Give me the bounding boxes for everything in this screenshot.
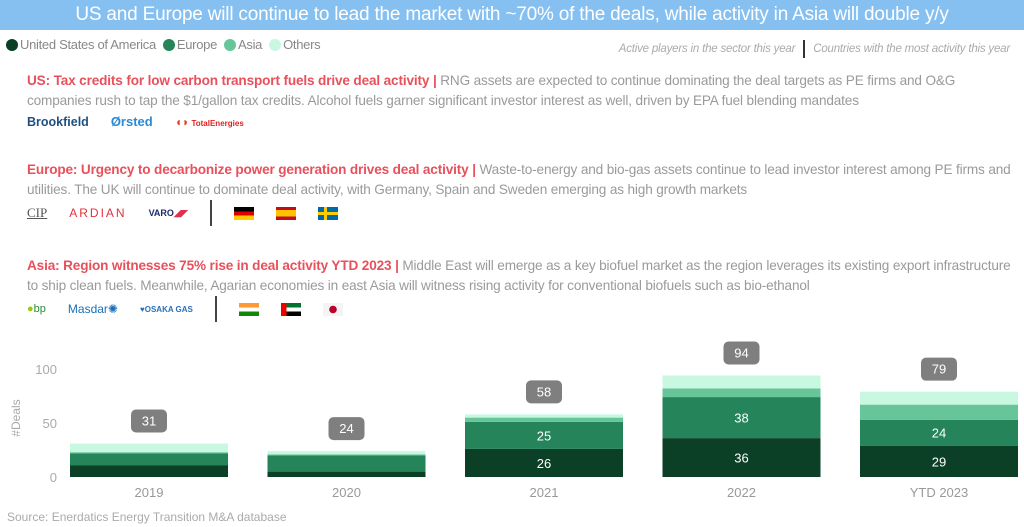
y-tick-label: 50 (43, 416, 57, 431)
legend-dot-icon (224, 38, 236, 51)
total-badge (723, 341, 760, 365)
section-asia: Asia: Region witnesses 75% rise in deal … (27, 256, 1017, 296)
legend-label: Asia (238, 37, 263, 52)
logos-asia: ●bp Masdar✺ ♥OSAKA GAS (27, 296, 343, 322)
bar-segment-united-states-of-america (465, 448, 623, 477)
bar-segment-others (70, 443, 228, 453)
page-title: US and Europe will continue to lead the … (0, 0, 1024, 30)
bar-segment-united-states-of-america (860, 445, 1018, 477)
x-tick-label: 2021 (530, 485, 559, 500)
countries-note: Countries with the most activity this ye… (813, 43, 1010, 55)
total-badge (526, 380, 562, 404)
legend-label: Others (283, 37, 321, 52)
legend-label: United States of America (20, 37, 156, 52)
bar-segment-europe (70, 453, 228, 466)
segment-label: 29 (932, 454, 946, 469)
legend-label: Europe (176, 37, 217, 52)
totalenergies-logo: ◖◗ TotalEnergies (174, 114, 244, 129)
total-badge (328, 417, 365, 441)
bar-segment-europe (860, 419, 1018, 446)
cip-logo: CIP (27, 205, 48, 220)
logo-legend-notes: Active players in the sector this year C… (619, 40, 1010, 58)
section-title: US: Tax credits for low carbon transport… (27, 73, 430, 88)
germany-flag-icon (233, 206, 254, 220)
bar-segment-europe (267, 455, 426, 472)
bar-segment-asia (662, 388, 821, 398)
divider: | (472, 162, 476, 177)
bar-segment-others (465, 414, 623, 418)
legend-item-us: United States of America (6, 37, 156, 52)
total-label: 31 (142, 414, 156, 429)
bar-segment-asia (465, 417, 623, 422)
y-tick-label: 0 (50, 470, 57, 485)
ardian-logo: ARDIAN (69, 206, 127, 220)
players-note: Active players in the sector this year (618, 43, 796, 55)
total-label: 58 (537, 384, 551, 399)
x-tick-label: 2019 (135, 485, 164, 500)
divider: | (395, 258, 399, 273)
segment-label: 24 (932, 426, 946, 441)
bar-segment-others (860, 391, 1018, 405)
logos-europe: CIP ARDIAN VARO◢◤ (27, 200, 338, 226)
bar-segment-asia (860, 404, 1018, 420)
uae-flag-icon (280, 302, 301, 316)
section-europe: Europe: Urgency to decarbonize power gen… (27, 160, 1017, 200)
total-badge (921, 357, 957, 381)
segment-label: 25 (537, 428, 551, 443)
bar-segment-others (662, 375, 821, 389)
x-tick-label: 2022 (727, 485, 756, 500)
osaka-gas-logo: ♥OSAKA GAS (139, 304, 193, 314)
bar-segment-others (267, 451, 426, 455)
divider (209, 200, 212, 226)
section-title: Asia: Region witnesses 75% rise in deal … (27, 258, 392, 273)
y-tick-label: 100 (35, 362, 57, 377)
segment-label: 36 (734, 451, 748, 466)
legend-dot-icon (162, 38, 175, 51)
chart-legend: United States of America Europe Asia Oth… (6, 37, 323, 52)
section-text: Waste-to-energy and bio-gas assets conti… (27, 162, 1011, 197)
total-label: 94 (734, 345, 748, 360)
segment-label: 26 (537, 456, 551, 471)
brookfield-logo: Brookfield (27, 114, 89, 129)
bar-segment-asia (70, 452, 228, 454)
bar-segment-united-states-of-america (662, 438, 821, 477)
logos-us: Brookfield Ørsted ◖◗ TotalEnergies (27, 114, 244, 129)
bar-segment-europe (662, 397, 821, 439)
x-tick-label: 2020 (332, 485, 361, 500)
masdar-logo: Masdar✺ (67, 302, 118, 316)
spain-flag-icon (275, 206, 296, 220)
section-text: Middle East will emerge as a key biofuel… (27, 258, 1011, 293)
bar-segment-united-states-of-america (70, 465, 228, 477)
bar-segment-asia (267, 454, 426, 456)
legend-item-asia: Asia (224, 37, 262, 52)
segment-label: 38 (734, 411, 748, 426)
divider (803, 40, 806, 58)
section-us: US: Tax credits for low carbon transport… (27, 71, 1017, 111)
total-label: 24 (339, 421, 353, 436)
bar-segment-europe (465, 421, 623, 449)
y-axis-label: #Deals (9, 399, 23, 436)
source-note: Source: Enerdatics Energy Transition M&A… (7, 510, 287, 524)
legend-item-europe: Europe (162, 37, 217, 52)
divider: | (432, 73, 437, 88)
bp-logo: ●bp (27, 303, 46, 315)
sweden-flag-icon (317, 206, 338, 220)
orsted-logo: Ørsted (110, 114, 153, 129)
total-badge (131, 409, 167, 433)
x-tick-label: YTD 2023 (910, 485, 969, 500)
section-title: Europe: Urgency to decarbonize power gen… (27, 162, 469, 177)
total-label: 79 (932, 362, 946, 377)
india-flag-icon (238, 302, 259, 316)
legend-dot-icon (269, 38, 282, 51)
varo-logo: VARO◢◤ (148, 207, 188, 218)
legend-item-others: Others (269, 37, 321, 52)
japan-flag-icon (322, 302, 343, 316)
legend-dot-icon (6, 38, 18, 51)
deals-chart: #Deals 0 50 100 31 2019 24 2020 26 25 58 2021 36 38 9… (9, 341, 1018, 500)
section-text: RNG assets are expected to continue domi… (27, 73, 956, 108)
divider (214, 296, 217, 322)
bar-segment-united-states-of-america (267, 471, 426, 477)
